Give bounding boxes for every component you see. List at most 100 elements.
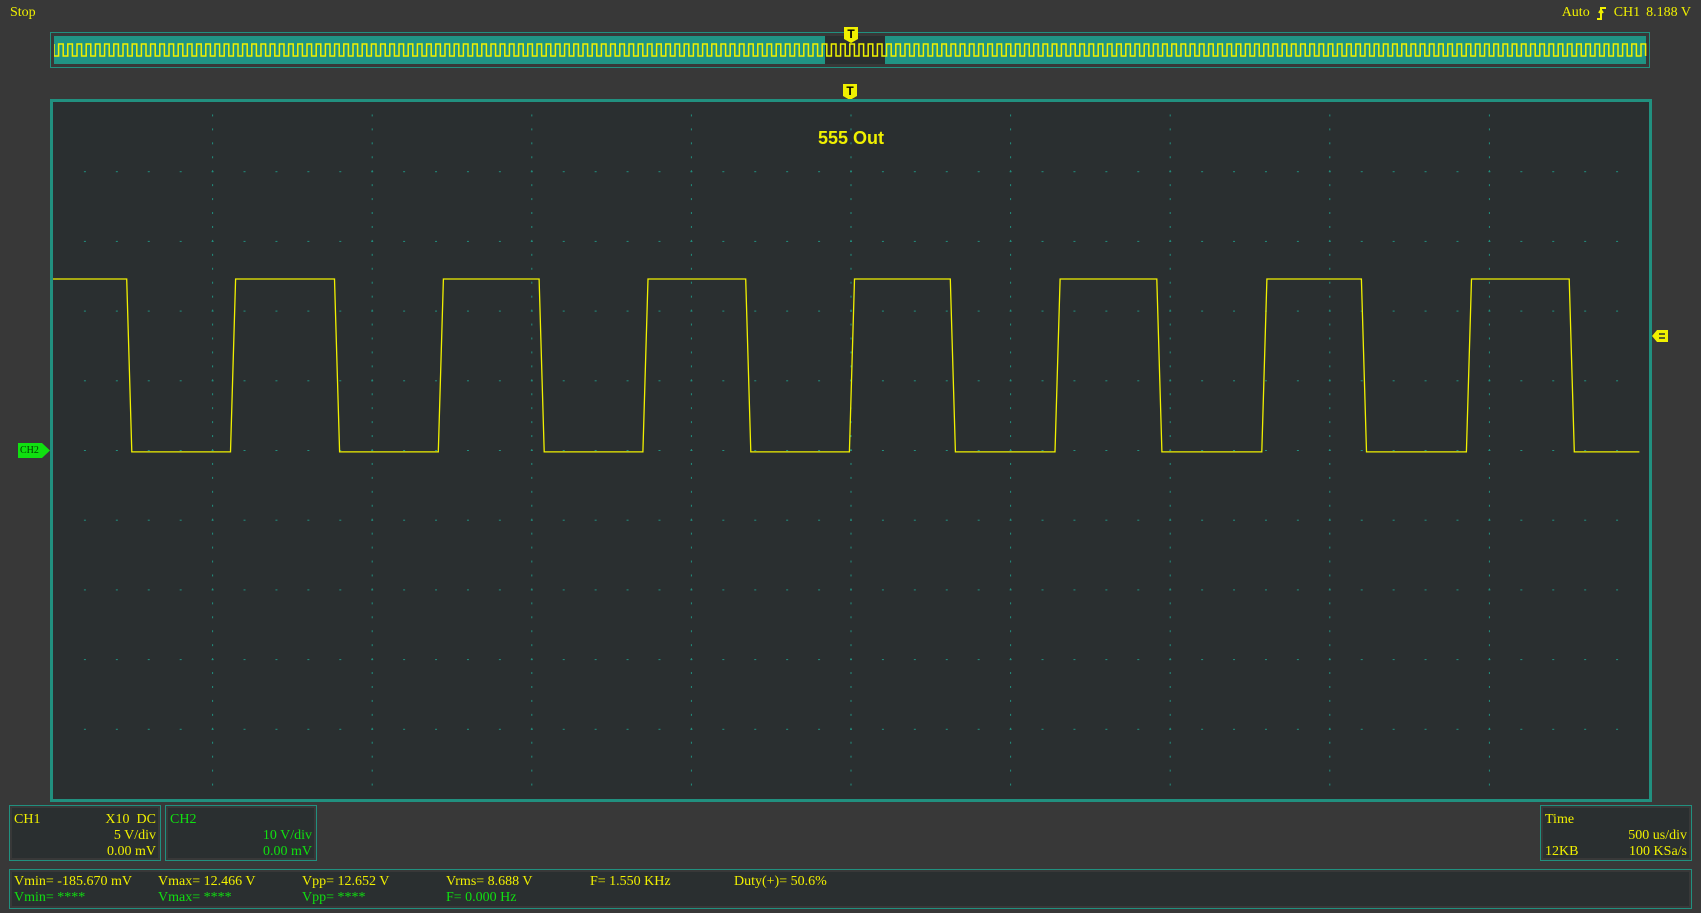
grid-dot xyxy=(1010,490,1012,493)
grid-dot xyxy=(212,295,214,298)
grid-dot xyxy=(1233,310,1236,312)
grid-dot xyxy=(275,659,278,661)
grid-dot xyxy=(1010,476,1012,479)
grid-dot xyxy=(371,351,373,354)
overview-trigger-marker[interactable]: T xyxy=(844,27,858,43)
grid-dot xyxy=(754,310,757,312)
grid-dot xyxy=(1456,728,1459,730)
grid-dot xyxy=(1296,450,1299,451)
grid-dot xyxy=(1488,407,1490,410)
grid-dot xyxy=(1169,616,1171,619)
ch2-settings-panel[interactable]: CH2 10 V/div 0.00 mV xyxy=(165,805,317,861)
grid-dot xyxy=(1424,240,1427,242)
grid-dot xyxy=(147,728,150,730)
grid-dot xyxy=(531,267,533,270)
grid-dot xyxy=(1329,323,1331,326)
grid-dot xyxy=(435,519,438,521)
grid-dot xyxy=(1488,365,1490,368)
ch1-settings-panel[interactable]: CH1 X10 DC 5 V/div 0.00 mV xyxy=(9,805,161,861)
grid-dot xyxy=(786,240,789,242)
grid-dot xyxy=(1424,728,1427,730)
ch1-trace xyxy=(53,278,1640,453)
grid-dot xyxy=(212,365,214,368)
sample-rate: 100 KSa/s xyxy=(1629,844,1687,859)
ch2-offset: 0.00 mV xyxy=(263,844,312,859)
grid-dot xyxy=(850,546,852,549)
grid-dot xyxy=(690,351,692,354)
grid-dot xyxy=(1169,699,1171,702)
grid-dot xyxy=(690,672,692,675)
grid-dot xyxy=(1137,519,1140,521)
grid-dot xyxy=(339,589,342,591)
grid-dot xyxy=(435,240,438,242)
grid-dot xyxy=(1010,532,1012,535)
grid-dot xyxy=(1169,672,1171,675)
grid-dot xyxy=(786,519,789,521)
grid-dot xyxy=(1169,713,1171,716)
grid-dot xyxy=(1488,462,1490,465)
grid-dot xyxy=(1488,128,1490,131)
ch1-vrms: Vrms= 8.688 V xyxy=(446,874,533,889)
grid-dot xyxy=(531,198,533,201)
grid-dot xyxy=(1552,589,1555,591)
grid-dot xyxy=(850,589,852,591)
grid-dot xyxy=(115,450,118,451)
plot-title: 555 Out xyxy=(817,128,885,148)
grid-dot xyxy=(1552,728,1555,730)
grid-dot xyxy=(1264,728,1267,730)
grid-dot xyxy=(1010,644,1012,647)
grid-dot xyxy=(1169,171,1172,173)
grid-dot xyxy=(1488,310,1491,312)
grid-dot xyxy=(1328,589,1331,591)
grid-dot xyxy=(850,323,852,326)
ch1-label: CH1 xyxy=(14,812,41,827)
grid-dot xyxy=(212,225,214,228)
grid-dot xyxy=(1073,380,1076,382)
grid-dot xyxy=(371,310,374,312)
grid-dot xyxy=(1329,114,1331,117)
run-state[interactable]: Stop xyxy=(10,5,36,20)
grid-dot xyxy=(658,380,661,382)
grid-dot xyxy=(212,574,214,577)
grid-dot xyxy=(1360,171,1363,173)
overview-trace-line xyxy=(54,43,1647,57)
grid-dot xyxy=(243,240,246,242)
ch2-level-marker[interactable]: CH2 xyxy=(18,443,50,458)
grid-dot xyxy=(1488,602,1490,605)
grid-dot xyxy=(1010,574,1012,577)
grid-dot xyxy=(212,741,214,744)
grid-dot xyxy=(371,519,374,521)
grid-dot xyxy=(690,156,692,159)
trigger-position-marker[interactable]: T xyxy=(843,84,857,100)
grid-dot xyxy=(531,351,533,354)
grid-dot xyxy=(1552,659,1555,661)
grid-dot xyxy=(1010,365,1012,368)
grid-dot xyxy=(690,253,692,256)
grid-dot xyxy=(850,741,852,744)
grid-dot xyxy=(1169,114,1171,117)
timebase-panel[interactable]: Time 500 us/div 12KB 100 KSa/s xyxy=(1540,805,1692,861)
grid-dot xyxy=(1329,672,1331,675)
grid-dot xyxy=(531,435,533,438)
grid-dot xyxy=(1041,589,1044,591)
grid-dot xyxy=(371,380,374,382)
grid-dot xyxy=(212,644,214,647)
trigger-status[interactable]: Auto CH1 8.188 V xyxy=(1562,5,1691,21)
waveform-display[interactable]: 555 Out xyxy=(50,99,1652,802)
grid-dot xyxy=(1616,728,1619,730)
grid-dot xyxy=(562,589,565,591)
grid-dot xyxy=(945,659,948,661)
grid-dot xyxy=(275,450,278,451)
grid-dot xyxy=(275,380,278,382)
grid-dot xyxy=(818,171,821,173)
ch1-trigger-level-marker[interactable] xyxy=(1652,329,1668,343)
grid-dot xyxy=(211,728,214,730)
grid-dot xyxy=(754,659,757,661)
grid-dot xyxy=(626,728,629,730)
grid-dot xyxy=(1329,253,1331,256)
grid-dot xyxy=(1105,659,1108,661)
grid-dot xyxy=(722,240,725,242)
grid-dot xyxy=(531,560,533,563)
grid-dot xyxy=(212,560,214,563)
grid-dot xyxy=(1010,630,1012,633)
